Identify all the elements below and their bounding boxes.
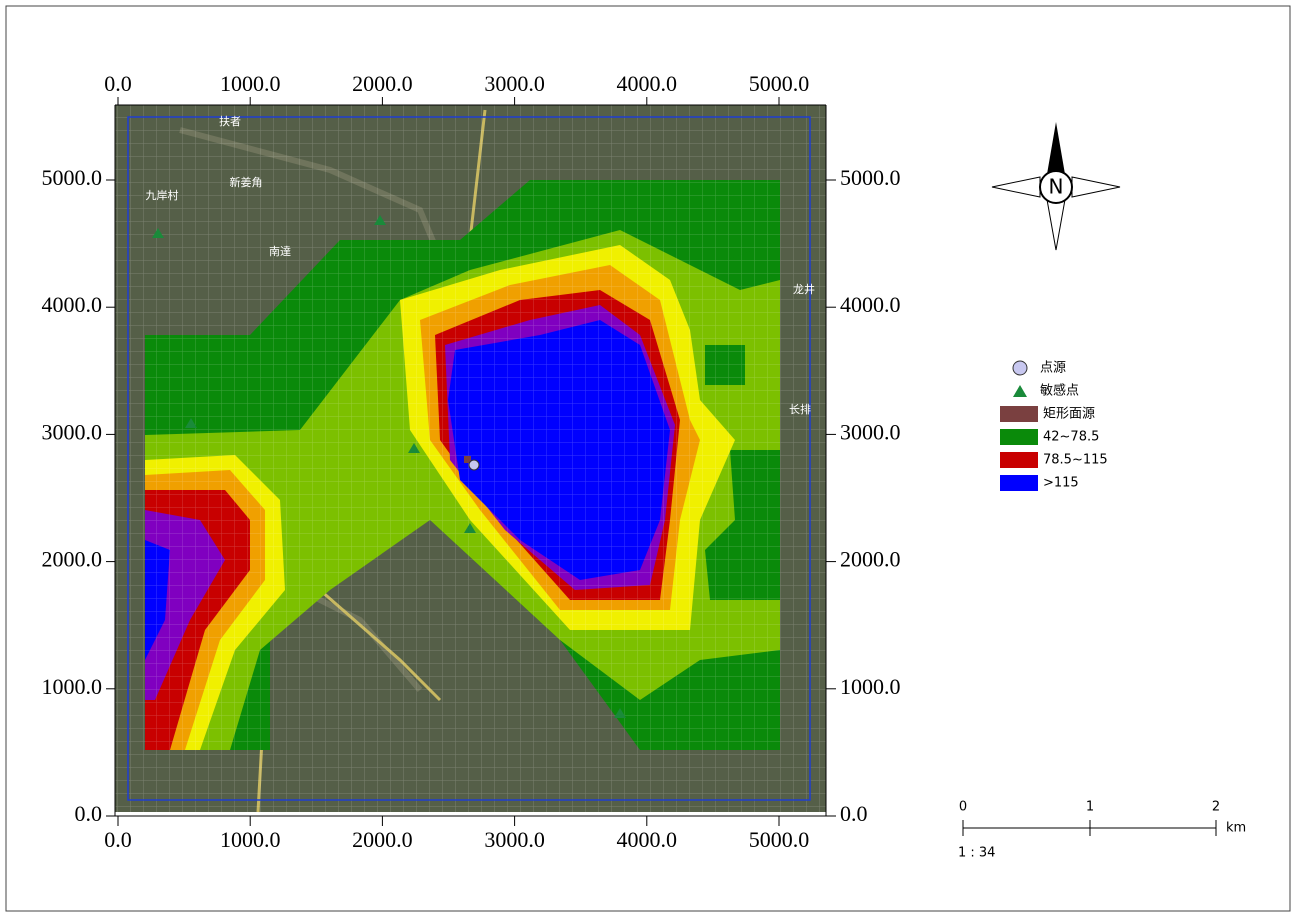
place-label: 龙井	[793, 282, 815, 296]
scale-unit: km	[1226, 821, 1246, 836]
x-tick-label: 5000.0	[749, 71, 810, 96]
place-label: 九岸村	[146, 188, 179, 202]
x-tick-label: 1000.0	[220, 827, 281, 852]
scale-ratio: 1 : 34	[958, 846, 995, 861]
x-tick-label: 2000.0	[352, 827, 413, 852]
x-tick-label: 2000.0	[352, 71, 413, 96]
legend-label: 矩形面源	[1043, 407, 1095, 422]
legend-symbol	[1000, 429, 1038, 445]
x-tick-label: 4000.0	[617, 827, 678, 852]
y-tick-label: 0.0	[840, 801, 868, 826]
y-tick-label: 1000.0	[840, 674, 901, 699]
map-layer	[115, 105, 826, 812]
x-tick-label: 3000.0	[484, 71, 545, 96]
place-label: 扶者	[219, 114, 241, 128]
legend-symbol	[1013, 361, 1027, 375]
x-tick-label: 0.0	[104, 827, 132, 852]
x-tick-label: 1000.0	[220, 71, 281, 96]
place-label: 南達	[269, 245, 291, 258]
legend-label: 78.5~115	[1043, 453, 1108, 468]
place-label: 长排	[789, 402, 811, 416]
legend-label: 42~78.5	[1043, 430, 1099, 445]
legend-symbol	[1000, 452, 1038, 468]
legend-label: 点源	[1040, 361, 1066, 376]
north-label: N	[1049, 175, 1064, 199]
place-label: 新姜角	[230, 175, 263, 189]
y-tick-label: 4000.0	[42, 292, 103, 317]
legend-symbol	[1000, 406, 1038, 422]
legend-symbol	[1000, 475, 1038, 491]
scale-label: 0	[959, 800, 967, 815]
y-tick-label: 5000.0	[42, 165, 103, 190]
y-tick-label: 2000.0	[42, 547, 103, 572]
page: N 0 1 2 km 1 : 34 0.00.01000.01000.02000…	[0, 0, 1296, 917]
scale-label: 2	[1212, 800, 1220, 815]
legend-label: 敏感点	[1040, 383, 1079, 399]
x-tick-label: 4000.0	[617, 71, 678, 96]
y-tick-label: 4000.0	[840, 292, 901, 317]
y-tick-label: 0.0	[75, 801, 103, 826]
y-tick-label: 1000.0	[42, 674, 103, 699]
y-tick-label: 2000.0	[840, 547, 901, 572]
y-tick-label: 3000.0	[840, 419, 901, 444]
y-tick-label: 3000.0	[42, 419, 103, 444]
y-tick-label: 5000.0	[840, 165, 901, 190]
x-tick-label: 3000.0	[484, 827, 545, 852]
x-tick-label: 5000.0	[749, 827, 810, 852]
scale-label: 1	[1086, 800, 1094, 815]
x-tick-label: 0.0	[104, 71, 132, 96]
legend-label: >115	[1043, 476, 1079, 491]
